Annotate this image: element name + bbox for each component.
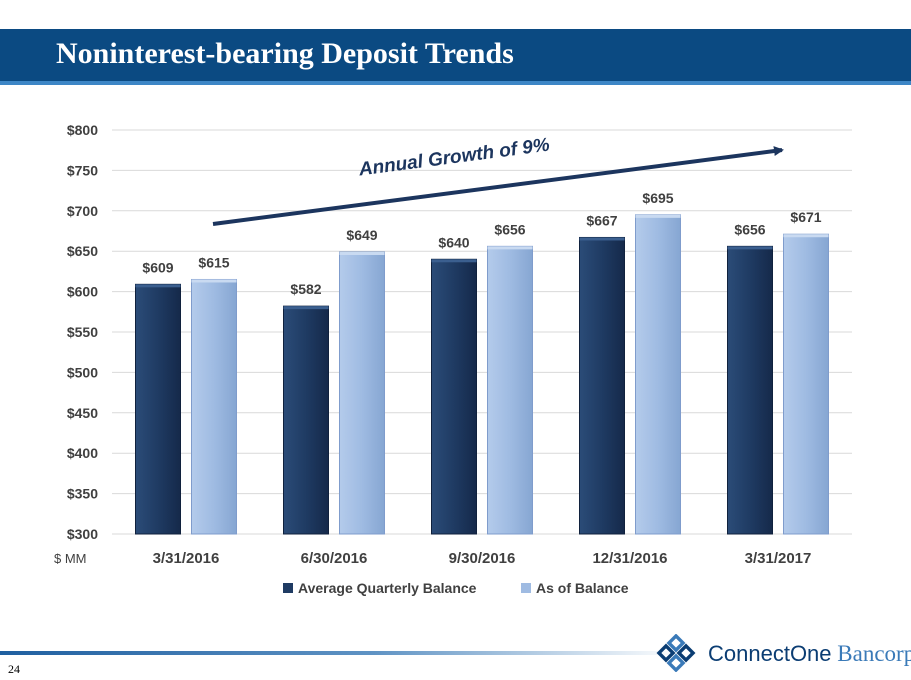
bar-top-highlight: [727, 246, 773, 250]
y-tick-label: $600: [67, 284, 98, 300]
data-label: $656: [734, 221, 765, 237]
y-tick-label: $800: [67, 122, 98, 138]
y-tick-label: $350: [67, 486, 98, 502]
x-tick-label: 3/31/2017: [745, 550, 812, 567]
bar-top-highlight: [283, 306, 329, 310]
y-tick-label: $550: [67, 324, 98, 340]
x-tick-label: 12/31/2016: [592, 550, 667, 567]
bar-top-highlight: [339, 252, 385, 256]
bar-avg-quarterly: [727, 245, 773, 535]
bar-as-of: [191, 278, 237, 535]
data-label: $640: [438, 234, 469, 250]
y-tick-label: $650: [67, 243, 98, 259]
bar-avg-quarterly: [431, 258, 477, 535]
x-tick-label: 9/30/2016: [449, 550, 516, 567]
y-tick-label: $400: [67, 445, 98, 461]
bar-as-of: [635, 214, 681, 535]
y-tick-label: $750: [67, 162, 98, 178]
y-tick-label: $450: [67, 405, 98, 421]
data-label: $609: [142, 259, 173, 275]
bar-top-highlight: [783, 234, 829, 238]
bar-as-of: [487, 245, 533, 535]
company-logo: ConnectOne Bancorp: [653, 634, 911, 672]
legend-label-asof: As of Balance: [536, 580, 629, 596]
data-label: $671: [790, 209, 821, 225]
data-label: $615: [198, 254, 229, 270]
bar-as-of: [783, 233, 829, 535]
data-label: $695: [642, 190, 673, 206]
title-bar: Noninterest-bearing Deposit Trends: [0, 29, 911, 81]
legend-label-avg: Average Quarterly Balance: [298, 580, 477, 596]
x-tick-label: 3/31/2016: [153, 550, 220, 567]
y-tick-label: $500: [67, 364, 98, 380]
footer-line: [0, 651, 680, 655]
y-tick-label: $300: [67, 526, 98, 542]
bar-avg-quarterly: [135, 283, 181, 535]
bar-top-highlight: [635, 214, 681, 218]
legend-swatch-avg: [283, 583, 293, 593]
title-underline: [0, 81, 911, 85]
logo-wordmark: ConnectOne Bancorp: [708, 641, 911, 666]
page-number: 24: [8, 662, 20, 676]
bar-top-highlight: [135, 284, 181, 288]
page-title: Noninterest-bearing Deposit Trends: [56, 37, 514, 70]
bar-avg-quarterly: [283, 305, 329, 535]
data-label: $656: [494, 221, 525, 237]
bar-top-highlight: [431, 259, 477, 263]
data-label: $582: [290, 281, 321, 297]
unit-label: $ MM: [54, 551, 87, 566]
legend-swatch-asof: [521, 583, 531, 593]
data-label: $667: [586, 212, 617, 228]
bar-avg-quarterly: [579, 236, 625, 535]
growth-annotation: Annual Growth of 9%: [357, 135, 551, 181]
growth-arrow: [212, 146, 784, 226]
bar-top-highlight: [191, 279, 237, 283]
bar-top-highlight: [579, 237, 625, 241]
y-tick-label: $700: [67, 203, 98, 219]
bar-as-of: [339, 251, 385, 535]
x-tick-label: 6/30/2016: [301, 550, 368, 567]
bar-top-highlight: [487, 246, 533, 250]
data-label: $649: [346, 227, 377, 243]
logo-mark-icon: [656, 634, 696, 672]
